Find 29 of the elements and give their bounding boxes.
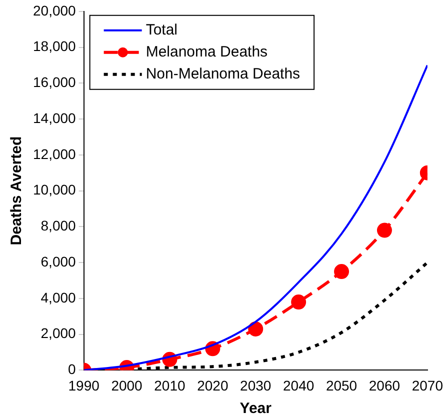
y-tick-label: 20,000 bbox=[32, 2, 76, 18]
x-tick-label: 2060 bbox=[368, 377, 400, 394]
legend-label: Melanoma Deaths bbox=[146, 44, 268, 61]
x-tick-label: 2030 bbox=[240, 377, 272, 394]
y-tick-label: 6,000 bbox=[40, 253, 76, 270]
x-axis-title: Year bbox=[240, 400, 272, 418]
point bbox=[291, 294, 306, 310]
y-tick-label: 16,000 bbox=[32, 74, 76, 90]
point bbox=[248, 321, 264, 336]
point bbox=[376, 222, 392, 238]
y-tick-label: 14,000 bbox=[32, 110, 76, 126]
y-tick-label: 4,000 bbox=[40, 289, 76, 306]
x-tick-label: 2020 bbox=[197, 377, 228, 394]
y-tick-label: 18,000 bbox=[32, 38, 76, 54]
x-tick-label: 2000 bbox=[111, 377, 143, 394]
legend-label: Total bbox=[146, 22, 178, 39]
y-tick-label: 8,000 bbox=[40, 218, 76, 234]
legend-label: Non-Melanoma Deaths bbox=[146, 66, 300, 83]
y-tick-label: 12,000 bbox=[32, 146, 76, 162]
x-tick-label: 2010 bbox=[154, 377, 186, 394]
point bbox=[334, 264, 350, 280]
y-tick-label: 10,000 bbox=[32, 182, 76, 198]
y-axis-title: Deaths Averted bbox=[8, 136, 26, 246]
y-tick-label: 2,000 bbox=[40, 325, 76, 342]
x-tick-label: 2040 bbox=[282, 377, 314, 394]
x-tick-label: 1990 bbox=[68, 377, 100, 394]
x-tick-label: 2050 bbox=[326, 377, 358, 394]
x-tick-label: 2070 bbox=[412, 377, 444, 394]
y-tick-label: 0 bbox=[68, 361, 76, 378]
